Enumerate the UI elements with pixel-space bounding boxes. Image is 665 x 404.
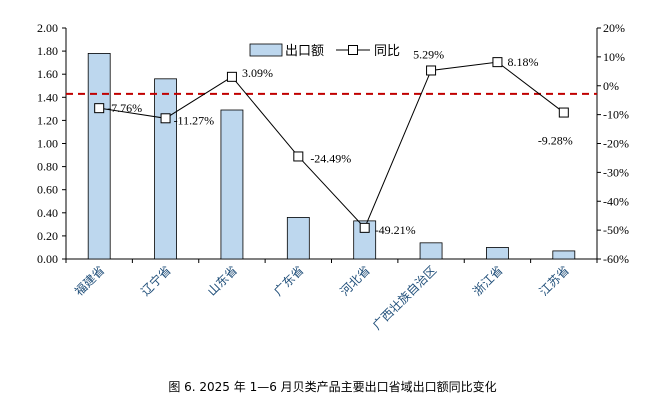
data-label-1: -11.27%: [174, 113, 215, 127]
legend-bar-swatch: [249, 43, 283, 57]
right-tick-label: 0%: [603, 79, 619, 93]
left-tick-label: 0.40: [37, 206, 58, 220]
legend-line-marker: [348, 45, 358, 55]
data-label-0: -7.76%: [107, 101, 142, 115]
bar-4: [353, 220, 377, 260]
bar-6: [486, 247, 509, 260]
line-point-6: [492, 57, 503, 68]
right-tick-label: -10%: [603, 108, 629, 122]
line-point-1: [160, 113, 171, 124]
data-label-3: -24.49%: [310, 151, 351, 165]
left-tick-label: 1.80: [37, 44, 58, 58]
right-tick-label: -20%: [603, 137, 629, 151]
data-label-5: 5.29%: [413, 47, 444, 61]
line-series: [99, 61, 565, 229]
category-label-4: 河北省: [337, 263, 372, 298]
right-tick-label: -40%: [603, 194, 629, 208]
right-tick-label: -30%: [603, 165, 629, 179]
legend-bar-label: 出口额: [285, 44, 324, 59]
bar-7: [552, 250, 576, 260]
left-tick-label: 1.20: [37, 113, 58, 127]
left-tick-label: 0.60: [37, 183, 58, 197]
right-tick-label: -50%: [603, 223, 629, 237]
line-point-3: [293, 151, 304, 162]
data-label-2: 3.09%: [242, 66, 273, 80]
bar-0: [87, 53, 111, 260]
right-tick-label: -60%: [603, 252, 629, 266]
chart-svg: 0.00 0.20 0.40 0.60 0.80 1.00 1.20 1.40 1.60 1.80…: [37, 21, 629, 333]
bar-5: [419, 242, 443, 260]
category-label-2: 山东省: [205, 263, 240, 298]
legend-line-label: 同比: [374, 44, 400, 59]
left-tick-label: 1.40: [37, 90, 58, 104]
line-point-2: [226, 71, 237, 82]
bar-1: [154, 78, 177, 260]
category-label-6: 浙江省: [470, 263, 505, 298]
data-label-6: 8.18%: [507, 55, 538, 69]
left-tick-label: 2.00: [37, 21, 58, 35]
category-label-5: 广西壮族自治区: [370, 263, 439, 332]
bar-2: [220, 109, 244, 260]
bar-3: [286, 217, 310, 260]
data-label-7: -9.28%: [538, 134, 573, 148]
left-tick-label: 1.00: [37, 137, 58, 151]
data-label-4: -49.21%: [375, 223, 416, 237]
right-tick-label: 20%: [603, 21, 625, 35]
line-point-5: [426, 65, 437, 76]
left-tick-label: 0.00: [37, 252, 58, 266]
left-tick-label: 1.60: [37, 67, 58, 81]
line-point-0: [94, 103, 105, 114]
category-label-0: 福建省: [71, 263, 107, 299]
left-tick-label: 0.80: [37, 160, 58, 174]
figure-caption: 图 6. 2025 年 1—6 月贝类产品主要出口省域出口额同比变化: [168, 380, 497, 394]
line-point-7: [558, 107, 569, 118]
right-tick-label: 10%: [603, 50, 625, 64]
line-point-4: [359, 222, 370, 233]
category-label-7: 江苏省: [537, 263, 572, 298]
category-label-1: 辽宁省: [138, 263, 174, 299]
category-label-3: 广东省: [271, 263, 306, 298]
left-tick-label: 0.20: [37, 229, 58, 243]
